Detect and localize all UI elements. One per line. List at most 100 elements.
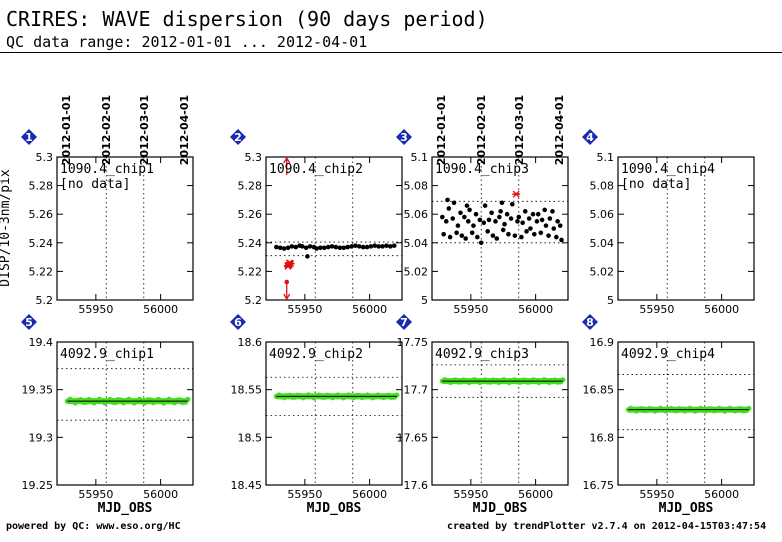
title-divider xyxy=(0,52,782,53)
data-point xyxy=(274,244,279,250)
data-point xyxy=(534,219,540,224)
data-point xyxy=(535,211,541,217)
data-point xyxy=(333,244,339,250)
data-point xyxy=(469,230,475,236)
panel-8: 16.9 16.85 16.8 16.75 55950 56000 4092.9_chip4… xyxy=(582,314,755,516)
x-axis-label: MJD_OBS xyxy=(473,501,528,516)
x-tick-label: 56000 xyxy=(518,303,553,316)
date-tick-label: 2012-04-01 xyxy=(178,95,191,165)
data-point xyxy=(368,244,374,249)
data-point xyxy=(504,211,510,217)
data-point xyxy=(475,234,480,240)
panel-number-badge xyxy=(396,314,412,330)
data-point xyxy=(494,236,500,241)
panel-label: 1090.4_chip4 xyxy=(621,162,715,177)
outlier-point xyxy=(284,262,293,270)
y-tick-label: 19.3 xyxy=(29,431,54,444)
panel-number: 4 xyxy=(586,131,594,144)
date-tick-label: 2012-03-01 xyxy=(138,95,151,165)
data-point xyxy=(559,237,564,243)
y-tick-label: 5.26 xyxy=(29,208,54,221)
data-point xyxy=(441,231,446,237)
data-point xyxy=(314,246,319,251)
date-tick-label: 2012-02-01 xyxy=(100,95,113,165)
data-point xyxy=(376,244,381,249)
data-point xyxy=(463,236,468,241)
panel-6: 18.6 18.55 18.5 18.45 55950 56000 4092.9_chip2… xyxy=(230,314,403,516)
y-tick-label: 18.45 xyxy=(231,479,263,492)
data-point xyxy=(462,214,467,220)
data-point xyxy=(360,244,366,250)
y-axis-title: DISP/10-3nm/pix xyxy=(0,169,13,287)
data-point xyxy=(508,216,514,221)
y-tick-label: 5.22 xyxy=(238,265,263,278)
y-tick-label: 5.2 xyxy=(36,294,54,307)
y-tick-label: 5.22 xyxy=(29,265,54,278)
y-tick-label: 16.8 xyxy=(590,431,615,444)
x-tick-label: 55950 xyxy=(78,303,113,316)
y-tick-label: 5.02 xyxy=(404,265,429,278)
y-tick-label: 17.65 xyxy=(397,431,429,444)
data-point xyxy=(499,200,505,206)
y-tick-label: 17.6 xyxy=(404,479,429,492)
x-axis-label: MJD_OBS xyxy=(98,501,153,516)
data-point xyxy=(467,207,472,213)
x-tick-label: 55950 xyxy=(78,488,113,501)
data-point xyxy=(520,220,525,226)
data-point xyxy=(446,206,452,211)
data-point xyxy=(380,244,385,249)
data-point xyxy=(325,244,331,250)
page-title: CRIRES: WAVE dispersion (90 days period) xyxy=(6,7,488,31)
y-tick-label: 18.5 xyxy=(238,431,263,444)
y-tick-label: 5.04 xyxy=(590,237,615,250)
data-point xyxy=(459,233,465,238)
data-point xyxy=(447,234,453,240)
panel-number-badge xyxy=(230,129,246,145)
data-point xyxy=(539,217,545,223)
x-tick-label: 55950 xyxy=(639,303,674,316)
data-point xyxy=(543,223,549,228)
data-point xyxy=(481,220,487,226)
date-tick-label: 2012-02-01 xyxy=(475,95,488,165)
x-tick-label: 56000 xyxy=(704,303,739,316)
x-axis-label: MJD_OBS xyxy=(307,501,362,516)
panel-label: 4092.9_chip2 xyxy=(269,347,363,362)
panel-4: 5.1 5.08 5.06 5.04 5.02 5 55950 56000 1090.4_chi… xyxy=(582,129,755,316)
x-tick-label: 55950 xyxy=(639,488,674,501)
panel-frame xyxy=(56,341,194,486)
y-tick-label: 5.08 xyxy=(590,180,615,193)
data-point xyxy=(477,217,483,223)
y-tick-label: 18.55 xyxy=(231,384,263,397)
panel-number-badge xyxy=(396,129,412,145)
x-tick-label: 56000 xyxy=(352,303,387,316)
y-tick-label: 5.28 xyxy=(238,180,263,193)
panel-frame xyxy=(431,341,569,486)
data-point xyxy=(451,200,457,206)
panel-label: 1090.4_chip3 xyxy=(435,162,529,177)
data-point xyxy=(293,244,299,250)
y-tick-label: 5.24 xyxy=(29,237,54,250)
data-point xyxy=(551,226,557,231)
data-point xyxy=(349,244,354,249)
panel-number-badge xyxy=(21,129,37,145)
data-point xyxy=(321,245,327,251)
outlier-point xyxy=(512,190,521,198)
data-point xyxy=(473,211,479,217)
data-point xyxy=(305,254,310,259)
data-point xyxy=(498,209,503,214)
x-tick-label: 55950 xyxy=(453,488,488,501)
data-point xyxy=(516,214,522,220)
panel-3: 5.1 5.08 5.06 5.04 5.02 5 55950 56000 2012-01-01… xyxy=(396,95,569,316)
y-tick-label: 19.4 xyxy=(29,336,54,349)
data-point xyxy=(550,209,555,214)
panel-frame xyxy=(265,156,403,301)
x-tick-label: 56000 xyxy=(704,488,739,501)
y-tick-label: 19.35 xyxy=(22,384,54,397)
y-tick-label: 5.26 xyxy=(238,208,263,221)
panel-frame xyxy=(265,341,403,486)
panel-number-badge xyxy=(582,314,598,330)
data-point xyxy=(554,234,559,240)
y-tick-label: 16.85 xyxy=(583,384,615,397)
panel-number: 6 xyxy=(234,316,242,329)
data-point xyxy=(528,226,533,231)
